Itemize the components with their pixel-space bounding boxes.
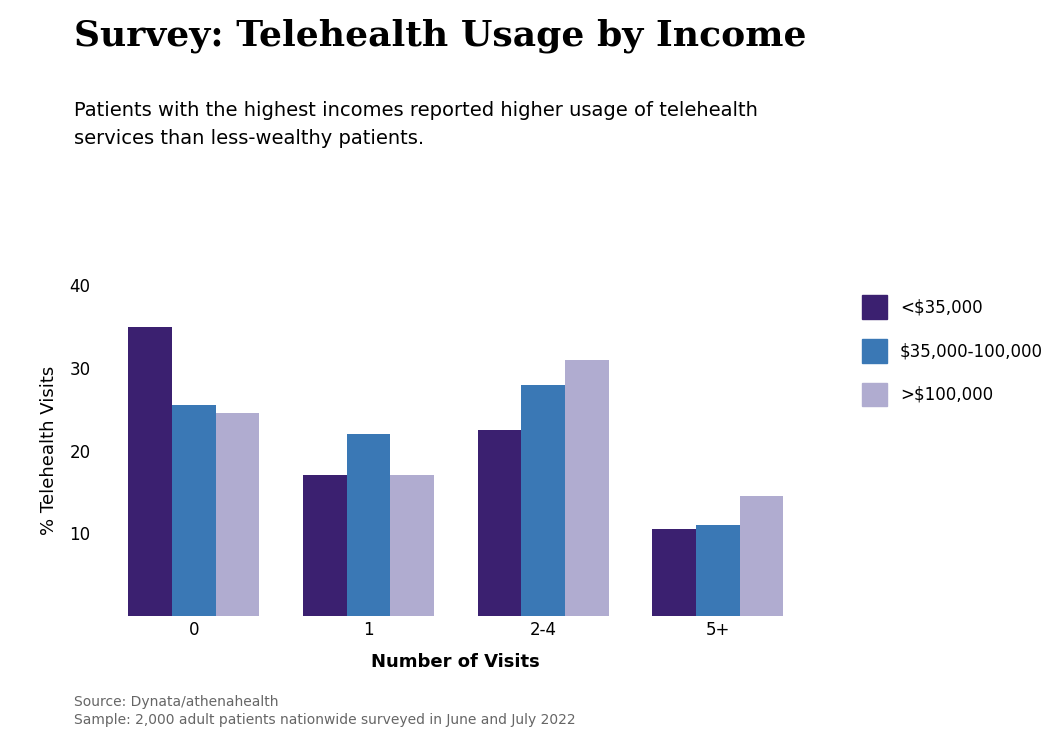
- Text: Source: Dynata/athenahealth: Source: Dynata/athenahealth: [74, 695, 279, 709]
- Bar: [303, 475, 347, 616]
- Bar: [128, 327, 172, 616]
- X-axis label: Number of Visits: Number of Visits: [371, 653, 541, 671]
- Bar: [652, 529, 696, 616]
- Bar: [478, 430, 522, 616]
- Bar: [172, 405, 215, 616]
- Bar: [347, 434, 390, 616]
- Text: Patients with the highest incomes reported higher usage of telehealth
services t: Patients with the highest incomes report…: [74, 101, 758, 149]
- Text: Survey: Telehealth Usage by Income: Survey: Telehealth Usage by Income: [74, 19, 807, 53]
- Bar: [390, 475, 434, 616]
- Bar: [696, 525, 740, 616]
- Bar: [565, 360, 608, 616]
- Y-axis label: % Telehealth Visits: % Telehealth Visits: [40, 366, 58, 535]
- Bar: [740, 496, 783, 616]
- Text: Sample: 2,000 adult patients nationwide surveyed in June and July 2022: Sample: 2,000 adult patients nationwide …: [74, 713, 576, 728]
- Bar: [522, 385, 565, 616]
- Bar: [215, 413, 260, 616]
- Legend: <$35,000, $35,000-100,000, >$100,000: <$35,000, $35,000-100,000, >$100,000: [853, 287, 1052, 415]
